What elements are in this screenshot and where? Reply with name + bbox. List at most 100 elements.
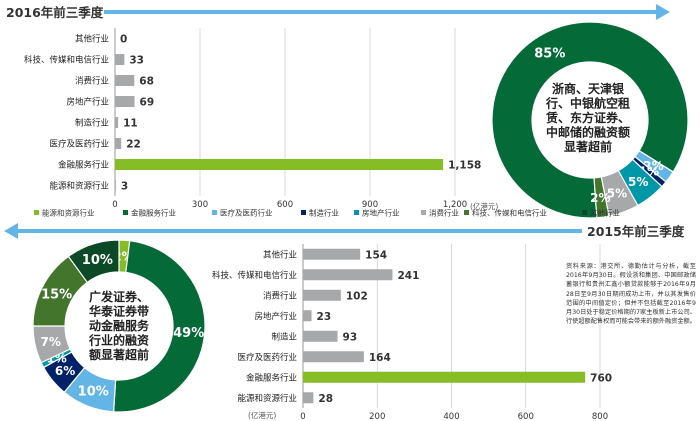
bar-value-label: 23 — [317, 311, 332, 323]
legend-swatch — [301, 210, 306, 215]
source-note: 资料来源：港交所、德勤估计与分析，截至2016年9月30日。假设浙和集团、中国邮… — [566, 263, 696, 326]
x-tick-label: 0 — [112, 200, 117, 210]
donut-slice-label: 10% — [82, 253, 113, 268]
legend-label: 科技、传媒和电信行业 — [472, 208, 547, 218]
bar-value-label: 760 — [590, 372, 612, 384]
legend-label: 消费行业 — [429, 208, 459, 218]
donut-slice — [593, 176, 610, 219]
bar — [115, 75, 135, 86]
category-label: 科技、传媒和电信行业 — [212, 270, 297, 281]
bar-value-label: 11 — [123, 118, 138, 130]
axis-unit-2015: (亿港元) — [248, 410, 276, 420]
x-tick-label: 200 — [369, 412, 385, 421]
category-label: 制造业 — [271, 331, 297, 342]
bar-value-label: 22 — [126, 139, 141, 151]
category-label: 消费行业 — [263, 290, 297, 301]
title-2015: 2015年前三季度 — [587, 224, 685, 239]
category-label: 科技、传媒和电信行业 — [24, 55, 109, 66]
donut-center-line: 额显著超前 — [89, 347, 149, 362]
donut-center-line: 华泰证券带 — [89, 304, 149, 319]
category-label: 房地产行业 — [254, 311, 297, 322]
donut-center-line: 行业的融资 — [88, 333, 149, 348]
bar-value-label: 0 — [120, 34, 127, 46]
x-tick-label: 900 — [362, 200, 378, 210]
category-label: 金融服务行业 — [246, 372, 297, 383]
donut-chart-2016: 85%2%1%5%5%2% — [491, 21, 689, 219]
legend-swatch — [123, 210, 128, 215]
bar-value-label: 164 — [369, 352, 391, 364]
x-tick-label: 300 — [192, 200, 208, 210]
banner-2016-arrowhead — [656, 4, 670, 20]
bar-value-label: 33 — [129, 55, 144, 67]
bar — [303, 269, 393, 281]
donut-slice-label: 10% — [78, 385, 109, 400]
legend: 能源和资源行业 金融服务行业 医疗及医药行业 制造行业 房地产行业 消费行业 科技、传媒和电… — [34, 208, 620, 218]
donut-center-line: 动金融服务 — [89, 318, 150, 333]
donut-slice-label: 7% — [40, 335, 60, 349]
bar — [303, 392, 314, 404]
donut-slice — [491, 21, 689, 219]
category-label: 能源和资源行业 — [49, 181, 109, 192]
legend-label: 制造行业 — [309, 208, 339, 218]
donut-center-line: 赁、东方证券、 — [545, 110, 630, 125]
bar-value-label: 93 — [343, 331, 358, 343]
legend-label: 房地产行业 — [362, 208, 400, 218]
category-label: 医疗及医药行业 — [49, 139, 109, 150]
legend-label: 金融服务行业 — [131, 208, 176, 218]
bar — [303, 330, 338, 342]
donut-slice — [112, 240, 206, 413]
category-label: 制造行业 — [75, 118, 109, 129]
banner-2015: 2015年前三季度 — [4, 223, 685, 239]
category-label: 医疗及医药行业 — [237, 352, 297, 363]
bar — [303, 371, 586, 383]
bar-value-label: 154 — [365, 249, 387, 261]
x-tick-label: 400 — [443, 412, 459, 421]
donut-center-line: 中邮储的融资额 — [546, 125, 630, 140]
legend-swatch — [582, 210, 587, 215]
category-label: 消费行业 — [75, 76, 109, 87]
donut-chart-2015: 2%49%10%6%1%7%15%10% — [32, 239, 206, 413]
bar-value-label: 1,158 — [448, 160, 481, 172]
donut-slice-label: 6% — [55, 364, 75, 378]
donut-slice-label: 85% — [534, 47, 565, 62]
bar — [303, 310, 312, 322]
x-tick-label: 600 — [277, 200, 293, 210]
legend-swatch — [464, 210, 469, 215]
legend-swatch — [421, 210, 426, 215]
bar-value-label: 241 — [397, 270, 419, 282]
donut-slice-label: 5% — [628, 175, 648, 189]
donut-slice-label: 2% — [590, 191, 610, 205]
bar-value-label: 3 — [121, 181, 128, 193]
bar-value-label: 102 — [346, 290, 368, 302]
donut-center-line: 浙商、天津银 — [552, 81, 625, 96]
bar-value-label: 69 — [140, 97, 155, 109]
bar — [115, 96, 135, 107]
x-tick-label: 600 — [518, 412, 534, 421]
legend-swatch — [34, 210, 39, 215]
donut-slice-label: 15% — [41, 288, 72, 303]
legend-label: 医疗及医药行业 — [220, 208, 273, 218]
donut-slice — [67, 239, 120, 284]
banner-2015-arrowhead — [4, 223, 18, 239]
bar — [115, 138, 122, 149]
title-2016: 2016年前三季度 — [6, 5, 104, 20]
bar-chart-2016: 0 300 600 900 1,200 其他行业 0 科技、传媒和电信行业 33 消费行业 68 房地… — [24, 28, 481, 210]
category-label: 金融服务行业 — [58, 160, 109, 171]
legend-swatch — [354, 210, 359, 215]
category-label: 其他行业 — [75, 34, 109, 45]
donut-center-line: 行、中银航空租 — [545, 96, 630, 111]
category-label: 能源和资源行业 — [237, 393, 297, 404]
bar — [303, 248, 361, 260]
legend-swatch — [212, 210, 217, 215]
donut-center-line: 显著超前 — [564, 139, 612, 154]
bar — [303, 289, 341, 301]
bar — [115, 180, 116, 191]
banner-2016: 2016年前三季度 — [6, 4, 670, 20]
bar — [115, 117, 119, 128]
x-tick-label: 1,200 — [443, 200, 467, 210]
bar-chart-2015: 0 200 400 600 800 其他行业 154 科技、传媒和电信行业 241 消费行业 102… — [212, 244, 612, 421]
category-label: 其他行业 — [263, 249, 297, 260]
